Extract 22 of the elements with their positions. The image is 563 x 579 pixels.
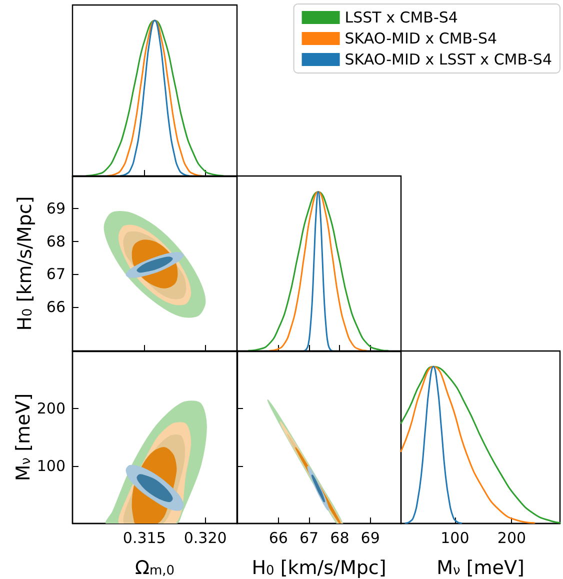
y-axis-title: H0 [km/s/Mpc] bbox=[14, 196, 36, 331]
y-tick-label: 200 bbox=[36, 400, 66, 418]
legend-label: LSST x CMB-S4 bbox=[344, 8, 458, 26]
y-tick-label: 67 bbox=[46, 265, 66, 284]
x-tick-label: 0.320 bbox=[184, 529, 227, 547]
x-tick-label: 200 bbox=[497, 529, 526, 547]
x-tick-label: 66 bbox=[268, 529, 288, 547]
x-tick-label: 0.315 bbox=[122, 529, 166, 547]
y-tick-label: 100 bbox=[36, 457, 66, 475]
y-tick-label: 69 bbox=[46, 200, 66, 218]
x-axis-title: H0 [km/s/Mpc] bbox=[252, 557, 386, 579]
legend-label: SKAO-MID x CMB-S4 bbox=[344, 30, 498, 48]
x-tick-label: 67 bbox=[299, 529, 319, 547]
x-tick-label: 100 bbox=[440, 529, 470, 547]
y-tick-label: 68 bbox=[46, 232, 66, 250]
x-tick-label: 69 bbox=[360, 529, 380, 547]
x-axis-title: Ωm,0 bbox=[134, 557, 175, 579]
y-tick-label: 66 bbox=[46, 298, 66, 316]
legend-label: SKAO-MID x LSST x CMB-S4 bbox=[344, 50, 552, 68]
x-tick-label: 68 bbox=[330, 529, 350, 547]
y-axis-title: Mν [meV] bbox=[12, 393, 34, 482]
x-axis-title: Mν [meV] bbox=[436, 557, 524, 579]
